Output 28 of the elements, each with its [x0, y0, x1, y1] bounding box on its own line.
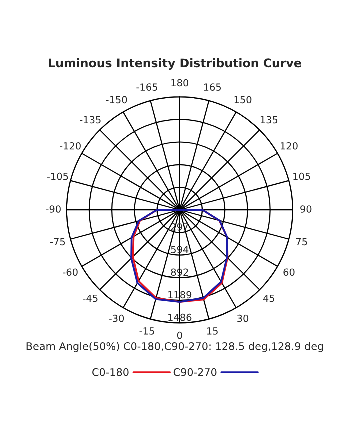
spoke-label: 135 — [260, 116, 278, 124]
spoke-label: -90 — [46, 206, 61, 213]
spoke-label: 30 — [238, 314, 249, 322]
chart-title: Luminous Intensity Distribution Curve — [49, 58, 302, 70]
spoke-label: -30 — [109, 314, 124, 322]
spoke-label: 45 — [263, 294, 275, 302]
spoke-label: -150 — [106, 96, 128, 104]
spoke-label: -75 — [50, 238, 66, 246]
spoke-label: 15 — [207, 328, 218, 335]
spoke-label: -135 — [80, 116, 101, 124]
spoke-label: 75 — [296, 238, 308, 246]
spoke-label: 105 — [294, 172, 310, 180]
text: Beam Angle(50%) C0-180,C90-270: 128.5 deg,128.9 deg — [26, 342, 324, 352]
legend-label: C90-270 — [174, 368, 217, 376]
spoke-label: -60 — [63, 268, 78, 276]
spoke-label: 90 — [300, 206, 312, 213]
spoke-label: 0 — [177, 332, 182, 340]
spoke-label: 60 — [284, 268, 295, 276]
legend-label: C0-180 — [92, 368, 129, 376]
spoke-label: 120 — [281, 142, 298, 150]
spoke-label: -45 — [83, 294, 98, 302]
spoke-label: -165 — [136, 84, 158, 91]
spoke-label: -120 — [60, 142, 81, 150]
spoke-label: -105 — [47, 172, 68, 180]
spoke-label: -15 — [140, 328, 154, 335]
spoke-label: 180 — [172, 79, 189, 87]
spoke-label: 165 — [204, 84, 222, 91]
spoke-label: 150 — [234, 96, 252, 104]
